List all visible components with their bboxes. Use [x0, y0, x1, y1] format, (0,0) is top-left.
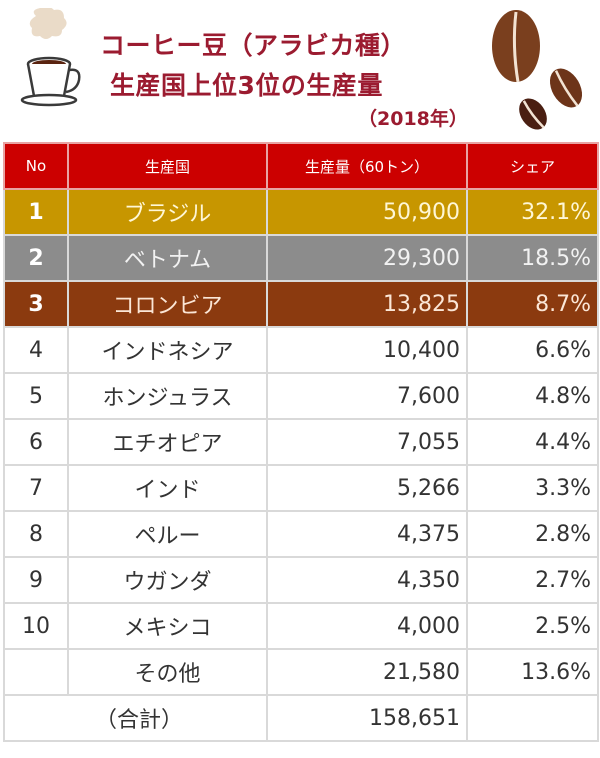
country-cell: インド	[67, 464, 268, 512]
table-row: 6 エチオピア 7,055 4.4%	[3, 418, 599, 466]
table-row: 1 ブラジル 50,900 32.1%	[3, 188, 599, 236]
table-row: 2 ベトナム 29,300 18.5%	[3, 234, 599, 282]
amount-cell: 5,266	[266, 464, 468, 512]
coffee-cup-icon	[20, 8, 81, 107]
amount-cell: 4,350	[266, 556, 468, 604]
table-row: 4 インドネシア 10,400 6.6%	[3, 326, 599, 374]
amount-cell: 7,600	[266, 372, 468, 420]
amount-cell: 7,055	[266, 418, 468, 466]
share-cell: 6.6%	[466, 326, 599, 374]
rank-cell: 3	[3, 280, 69, 328]
page-title: コーヒー豆（アラビカ種）	[100, 31, 407, 60]
amount-cell: 50,900	[266, 188, 468, 236]
amount-cell: 4,000	[266, 602, 468, 650]
table-row-total: （合計） 158,651	[3, 694, 599, 742]
share-cell: 2.5%	[466, 602, 599, 650]
title-header: コーヒー豆（アラビカ種） 生産国上位3位の生産量 （2018年）	[0, 0, 600, 140]
rank-cell	[3, 648, 69, 696]
coffee-beans-icon	[492, 10, 583, 130]
share-cell: 8.7%	[466, 280, 599, 328]
share-cell: 2.7%	[466, 556, 599, 604]
rank-cell: 7	[3, 464, 69, 512]
amount-cell: 10,400	[266, 326, 468, 374]
column-header-amount: 生産量（60トン）	[266, 142, 468, 190]
share-cell: 3.3%	[466, 464, 599, 512]
table-row: 10 メキシコ 4,000 2.5%	[3, 602, 599, 650]
rank-cell: 5	[3, 372, 69, 420]
country-cell: メキシコ	[67, 602, 268, 650]
total-amount: 158,651	[266, 694, 468, 742]
share-cell: 18.5%	[466, 234, 599, 282]
amount-cell: 13,825	[266, 280, 468, 328]
share-cell: 32.1%	[466, 188, 599, 236]
rank-cell: 10	[3, 602, 69, 650]
total-label: （合計）	[3, 694, 268, 742]
total-share	[466, 694, 599, 742]
table-row: 3 コロンビア 13,825 8.7%	[3, 280, 599, 328]
country-cell: コロンビア	[67, 280, 268, 328]
rank-cell: 1	[3, 188, 69, 236]
column-header-share: シェア	[466, 142, 599, 190]
country-cell: その他	[67, 648, 268, 696]
country-cell: ペルー	[67, 510, 268, 558]
rank-cell: 9	[3, 556, 69, 604]
table-row: 9 ウガンダ 4,350 2.7%	[3, 556, 599, 604]
amount-cell: 4,375	[266, 510, 468, 558]
table-row: 7 インド 5,266 3.3%	[3, 464, 599, 512]
country-cell: エチオピア	[67, 418, 268, 466]
amount-cell: 29,300	[266, 234, 468, 282]
table-row: 5 ホンジュラス 7,600 4.8%	[3, 372, 599, 420]
rank-cell: 8	[3, 510, 69, 558]
amount-cell: 21,580	[266, 648, 468, 696]
table-row-others: その他 21,580 13.6%	[3, 648, 599, 696]
column-header-no: No	[3, 142, 69, 190]
country-cell: ベトナム	[67, 234, 268, 282]
share-cell: 4.4%	[466, 418, 599, 466]
share-cell: 4.8%	[466, 372, 599, 420]
table-header-row: No 生産国 生産量（60トン） シェア	[3, 142, 599, 190]
column-header-country: 生産国	[67, 142, 268, 190]
country-cell: ウガンダ	[67, 556, 268, 604]
production-table: No 生産国 生産量（60トン） シェア 1 ブラジル 50,900 32.1%…	[3, 142, 599, 742]
table-row: 8 ペルー 4,375 2.8%	[3, 510, 599, 558]
rank-cell: 2	[3, 234, 69, 282]
page-subtitle: 生産国上位3位の生産量	[110, 71, 383, 100]
country-cell: ブラジル	[67, 188, 268, 236]
rank-cell: 6	[3, 418, 69, 466]
rank-cell: 4	[3, 326, 69, 374]
country-cell: ホンジュラス	[67, 372, 268, 420]
country-cell: インドネシア	[67, 326, 268, 374]
share-cell: 13.6%	[466, 648, 599, 696]
share-cell: 2.8%	[466, 510, 599, 558]
year-label: （2018年）	[358, 108, 468, 130]
